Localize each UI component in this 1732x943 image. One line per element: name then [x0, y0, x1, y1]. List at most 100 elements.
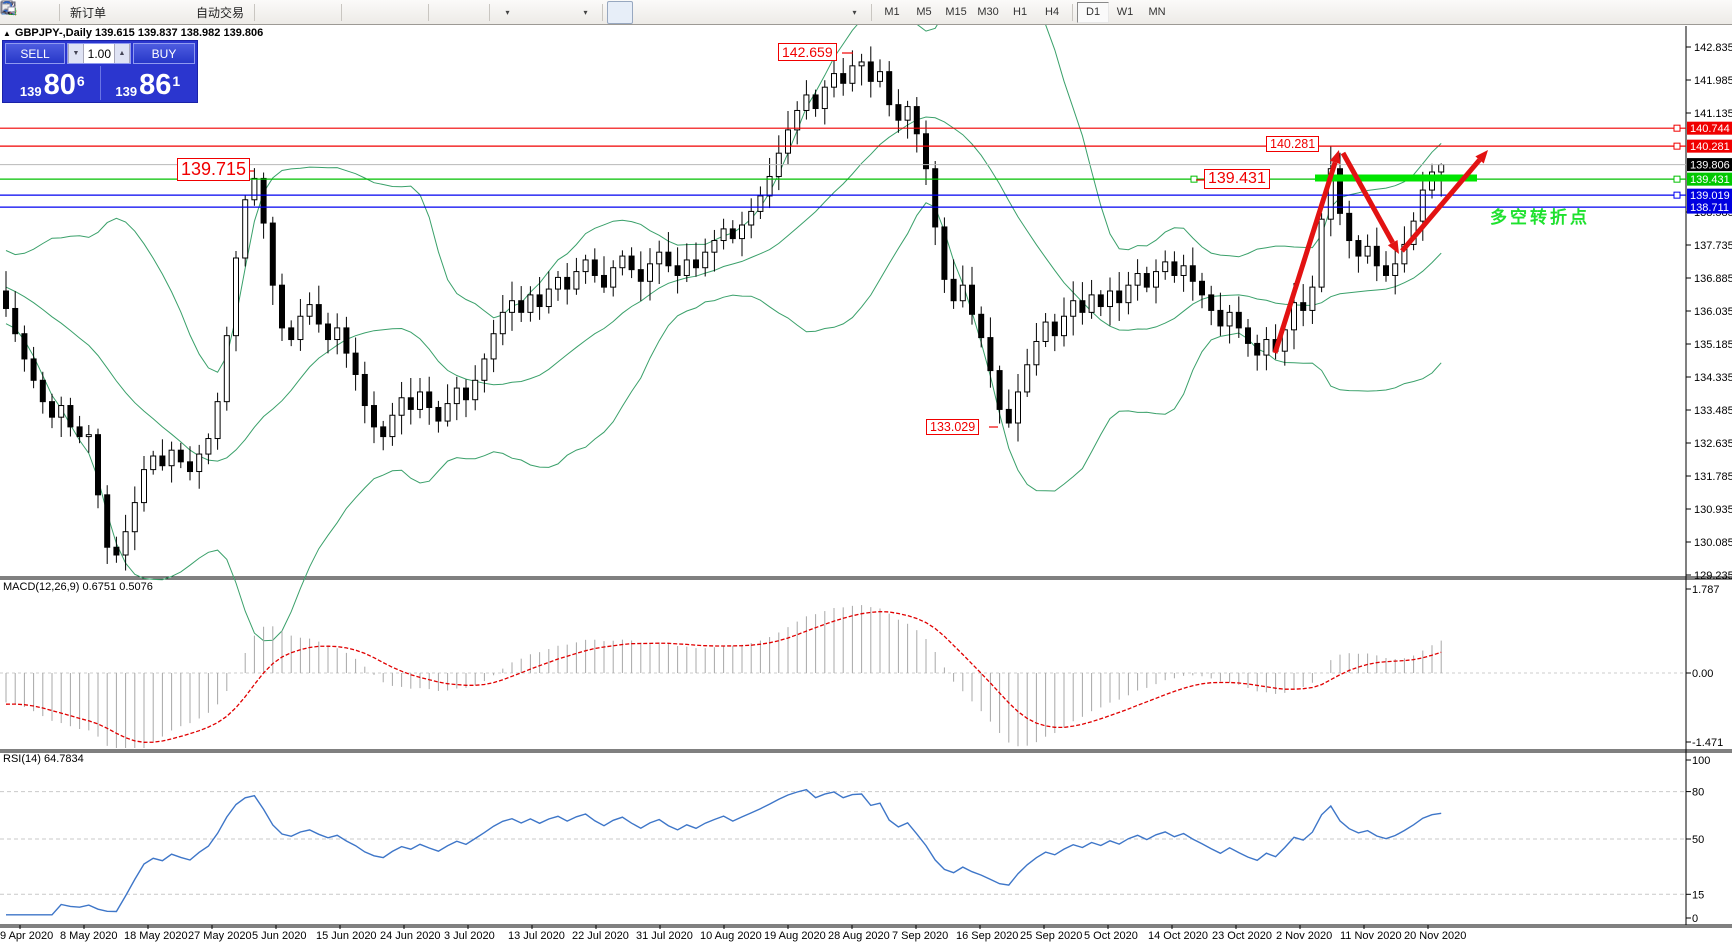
one-click-trading-panel: SELL ▼ 1.00 ▲ BUY 139 80 6 139 86 1 [2, 40, 198, 103]
svg-text:140.744: 140.744 [1690, 123, 1730, 135]
bar-chart-icon[interactable] [2, 1, 285, 24]
collapse-triangle-icon[interactable]: ▲ [3, 28, 11, 38]
timeframe-m5[interactable]: M5 [916, 6, 932, 18]
svg-text:25 Sep 2020: 25 Sep 2020 [1020, 930, 1082, 942]
annotation-note: 多空转折点 [1490, 208, 1590, 227]
svg-text:137.735: 137.735 [1694, 240, 1732, 252]
svg-text:10 Aug 2020: 10 Aug 2020 [700, 930, 762, 942]
profiles-icon[interactable] [0, 1, 55, 24]
line-chart-icon[interactable] [1, 1, 337, 24]
price-callout-label[interactable]: 140.281 [1266, 136, 1320, 153]
timeframe-mn[interactable]: MN [1148, 6, 1166, 18]
indicators-icon[interactable]: ▾ [1, 1, 520, 24]
price-callout-label[interactable]: 133.029 [926, 419, 980, 436]
chat-icon[interactable] [1, 1, 1732, 24]
symbol-ohlc-line: ▲ GBPJPY-,Daily 139.615 139.837 138.982 … [3, 27, 263, 39]
buy-price-prefix: 139 [115, 84, 138, 99]
cursor-icon[interactable] [5, 0, 634, 24]
toolbar-separator [1072, 3, 1074, 21]
toolbar-separator [489, 3, 491, 21]
timeframe-m15[interactable]: M15 [945, 6, 967, 18]
price-callout-label[interactable]: 142.659 [778, 43, 837, 62]
trendline-icon[interactable] [2, 1, 737, 24]
volume-down-icon[interactable]: ▼ [68, 44, 84, 63]
timeframe-h1[interactable]: H1 [1013, 6, 1028, 18]
buy-price[interactable]: 139 86 1 [101, 66, 196, 100]
timeframe-d1[interactable]: D1 [1077, 1, 1110, 23]
svg-text:14 Oct 2020: 14 Oct 2020 [1148, 930, 1208, 942]
volume-up-icon[interactable]: ▲ [114, 44, 130, 63]
zoom-in-icon[interactable] [2, 1, 372, 24]
level-lines[interactable] [0, 124, 1686, 208]
svg-text:129.235: 129.235 [1694, 570, 1732, 582]
svg-text:1.787: 1.787 [1692, 584, 1720, 596]
autotrading-button[interactable]: 自动交易 [1, 1, 250, 24]
timeframe-w1[interactable]: W1 [1116, 6, 1134, 18]
text-icon[interactable]: A [5, 1, 815, 24]
candle-chart-icon[interactable] [2, 1, 311, 24]
sell-price-big: 80 [43, 69, 76, 101]
svg-text:11 Nov 2020: 11 Nov 2020 [1340, 930, 1402, 942]
hline-icon[interactable] [2, 1, 711, 24]
svg-text:15 Jun 2020: 15 Jun 2020 [316, 930, 377, 942]
search-icon[interactable] [1, 1, 1706, 24]
svg-text:100: 100 [1692, 755, 1710, 767]
svg-text:7 Sep 2020: 7 Sep 2020 [892, 930, 948, 942]
price-callout-label[interactable]: 139.715 [177, 158, 251, 181]
vline-icon[interactable] [7, 1, 685, 24]
template-icon[interactable]: ▾ [1, 1, 598, 24]
auto-scroll-icon[interactable] [3, 1, 459, 24]
channel-icon[interactable]: E [1, 1, 763, 24]
crosshair-icon[interactable] [2, 1, 659, 24]
svg-text:13 Jul 2020: 13 Jul 2020 [508, 930, 565, 942]
chart-shift-icon[interactable] [3, 1, 485, 24]
annotations-layer[interactable] [246, 52, 1488, 428]
zoom-out-icon[interactable] [2, 1, 398, 24]
svg-text:141.135: 141.135 [1694, 108, 1732, 120]
svg-text:139.806: 139.806 [1690, 160, 1730, 172]
timeframe-m1[interactable]: M1 [884, 6, 900, 18]
symbol-ohlc-text: GBPJPY-,Daily 139.615 139.837 138.982 13… [14, 27, 264, 39]
volume-value[interactable]: 1.00 [84, 44, 114, 63]
macd-pane: 1.787 0.00 -1.471 [0, 584, 1723, 749]
svg-text:133.485: 133.485 [1694, 405, 1732, 417]
fibonacci-icon[interactable]: F [2, 1, 789, 24]
sell-price[interactable]: 139 80 6 [5, 66, 101, 100]
svg-text:20 Nov 2020: 20 Nov 2020 [1404, 930, 1466, 942]
svg-text:27 May 2020: 27 May 2020 [188, 930, 252, 942]
timeframe-m30[interactable]: M30 [977, 6, 999, 18]
label-icon[interactable]: T [1, 1, 841, 24]
rsi-pane: 100 80 50 15 0 [0, 755, 1710, 925]
wallet-icon[interactable] [1, 1, 138, 24]
buy-button[interactable]: BUY [133, 43, 195, 64]
svg-text:19 Aug 2020: 19 Aug 2020 [764, 930, 826, 942]
clock-icon[interactable] [1, 1, 546, 24]
dropdown-arrow-icon[interactable] [5, 1, 572, 24]
signals-icon[interactable] [2, 1, 190, 24]
price-callout-label[interactable]: 139.431 [1204, 169, 1270, 190]
sell-button[interactable]: SELL [5, 43, 65, 64]
tile-windows-icon[interactable] [2, 1, 424, 24]
timeframe-h4[interactable]: H4 [1045, 6, 1060, 18]
rsi-label: RSI(14) 64.7834 [3, 753, 84, 765]
svg-text:50: 50 [1692, 834, 1704, 846]
svg-text:9 Apr 2020: 9 Apr 2020 [0, 930, 53, 942]
svg-text:16 Sep 2020: 16 Sep 2020 [956, 930, 1018, 942]
svg-text:-1.471: -1.471 [1692, 737, 1723, 749]
community-icon[interactable] [1, 1, 164, 24]
new-order-button[interactable]: 新订单 [1, 0, 112, 24]
pane-frames [0, 26, 1732, 928]
svg-text:5 Oct 2020: 5 Oct 2020 [1084, 930, 1138, 942]
sell-price-prefix: 139 [19, 84, 42, 99]
svg-text:80: 80 [1692, 787, 1704, 799]
price-axis: 142.835141.985141.135138.585137.735136.8… [1686, 42, 1732, 582]
toolbar-separator [602, 3, 604, 21]
volume-stepper[interactable]: ▼ 1.00 ▲ [67, 43, 131, 64]
shapes-icon[interactable]: ▾ [2, 1, 867, 24]
svg-text:136.885: 136.885 [1694, 273, 1732, 285]
svg-text:132.635: 132.635 [1694, 438, 1732, 450]
toolbar-separator [871, 3, 873, 21]
svg-text:18 May 2020: 18 May 2020 [124, 930, 188, 942]
svg-text:5 Jun 2020: 5 Jun 2020 [252, 930, 306, 942]
